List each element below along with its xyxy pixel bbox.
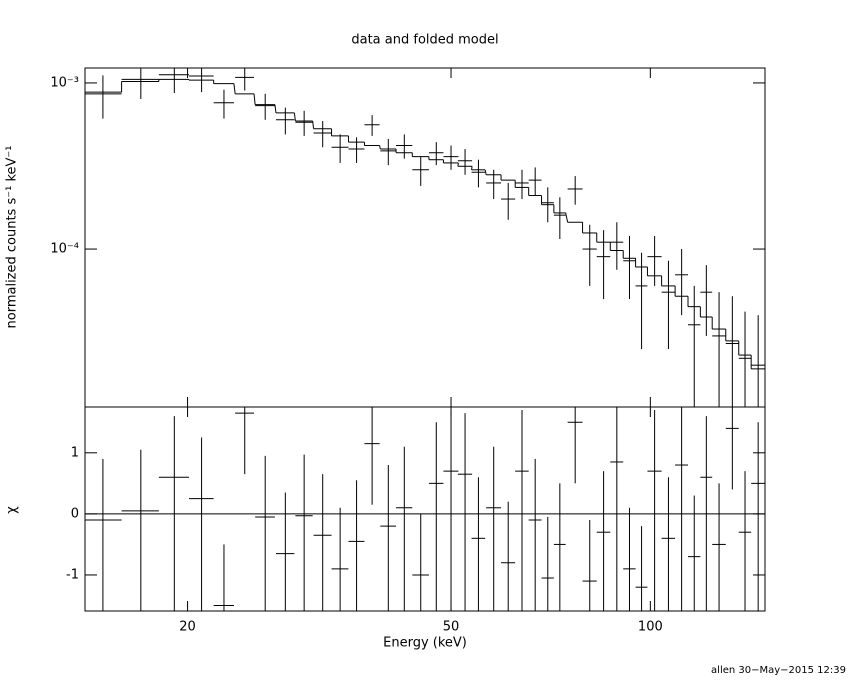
y-axis-label: normalized counts s⁻¹ keV⁻¹: [5, 146, 20, 329]
model-connector: [233, 83, 236, 94]
y-tick-label: 10⁻⁴: [50, 242, 79, 257]
model-connector: [312, 120, 315, 129]
y-tick-label: -1: [66, 567, 79, 582]
model-connector: [274, 104, 277, 113]
footer: allen 30−May−2015 12:39: [711, 665, 846, 676]
model-connector: [565, 212, 569, 223]
bottom-plot: [85, 407, 765, 611]
model-connector: [379, 145, 381, 150]
x-axis-label: Energy (keV): [383, 636, 467, 651]
x-tick-label: 50: [443, 620, 460, 635]
y-axis-label: χ: [5, 506, 20, 514]
model-connector: [293, 112, 296, 122]
axes: 10⁻³ 10⁻⁴ -1 0 1 20 50 100: [50, 68, 765, 635]
chart-title: data and folded model: [351, 33, 498, 48]
top-plot: [85, 68, 765, 407]
y-tick-label: 0: [71, 506, 79, 521]
top-frame: [84, 67, 766, 408]
bottom-frame: [84, 406, 766, 612]
y-tick-label: 1: [71, 445, 79, 460]
x-tick-label: 20: [179, 620, 196, 635]
model-connector: [253, 93, 256, 105]
x-tick-label: 100: [638, 620, 663, 635]
model-connector: [484, 169, 487, 175]
model-connector: [457, 162, 459, 167]
model-connector: [471, 166, 473, 170]
y-tick-label: 10⁻³: [50, 75, 79, 90]
